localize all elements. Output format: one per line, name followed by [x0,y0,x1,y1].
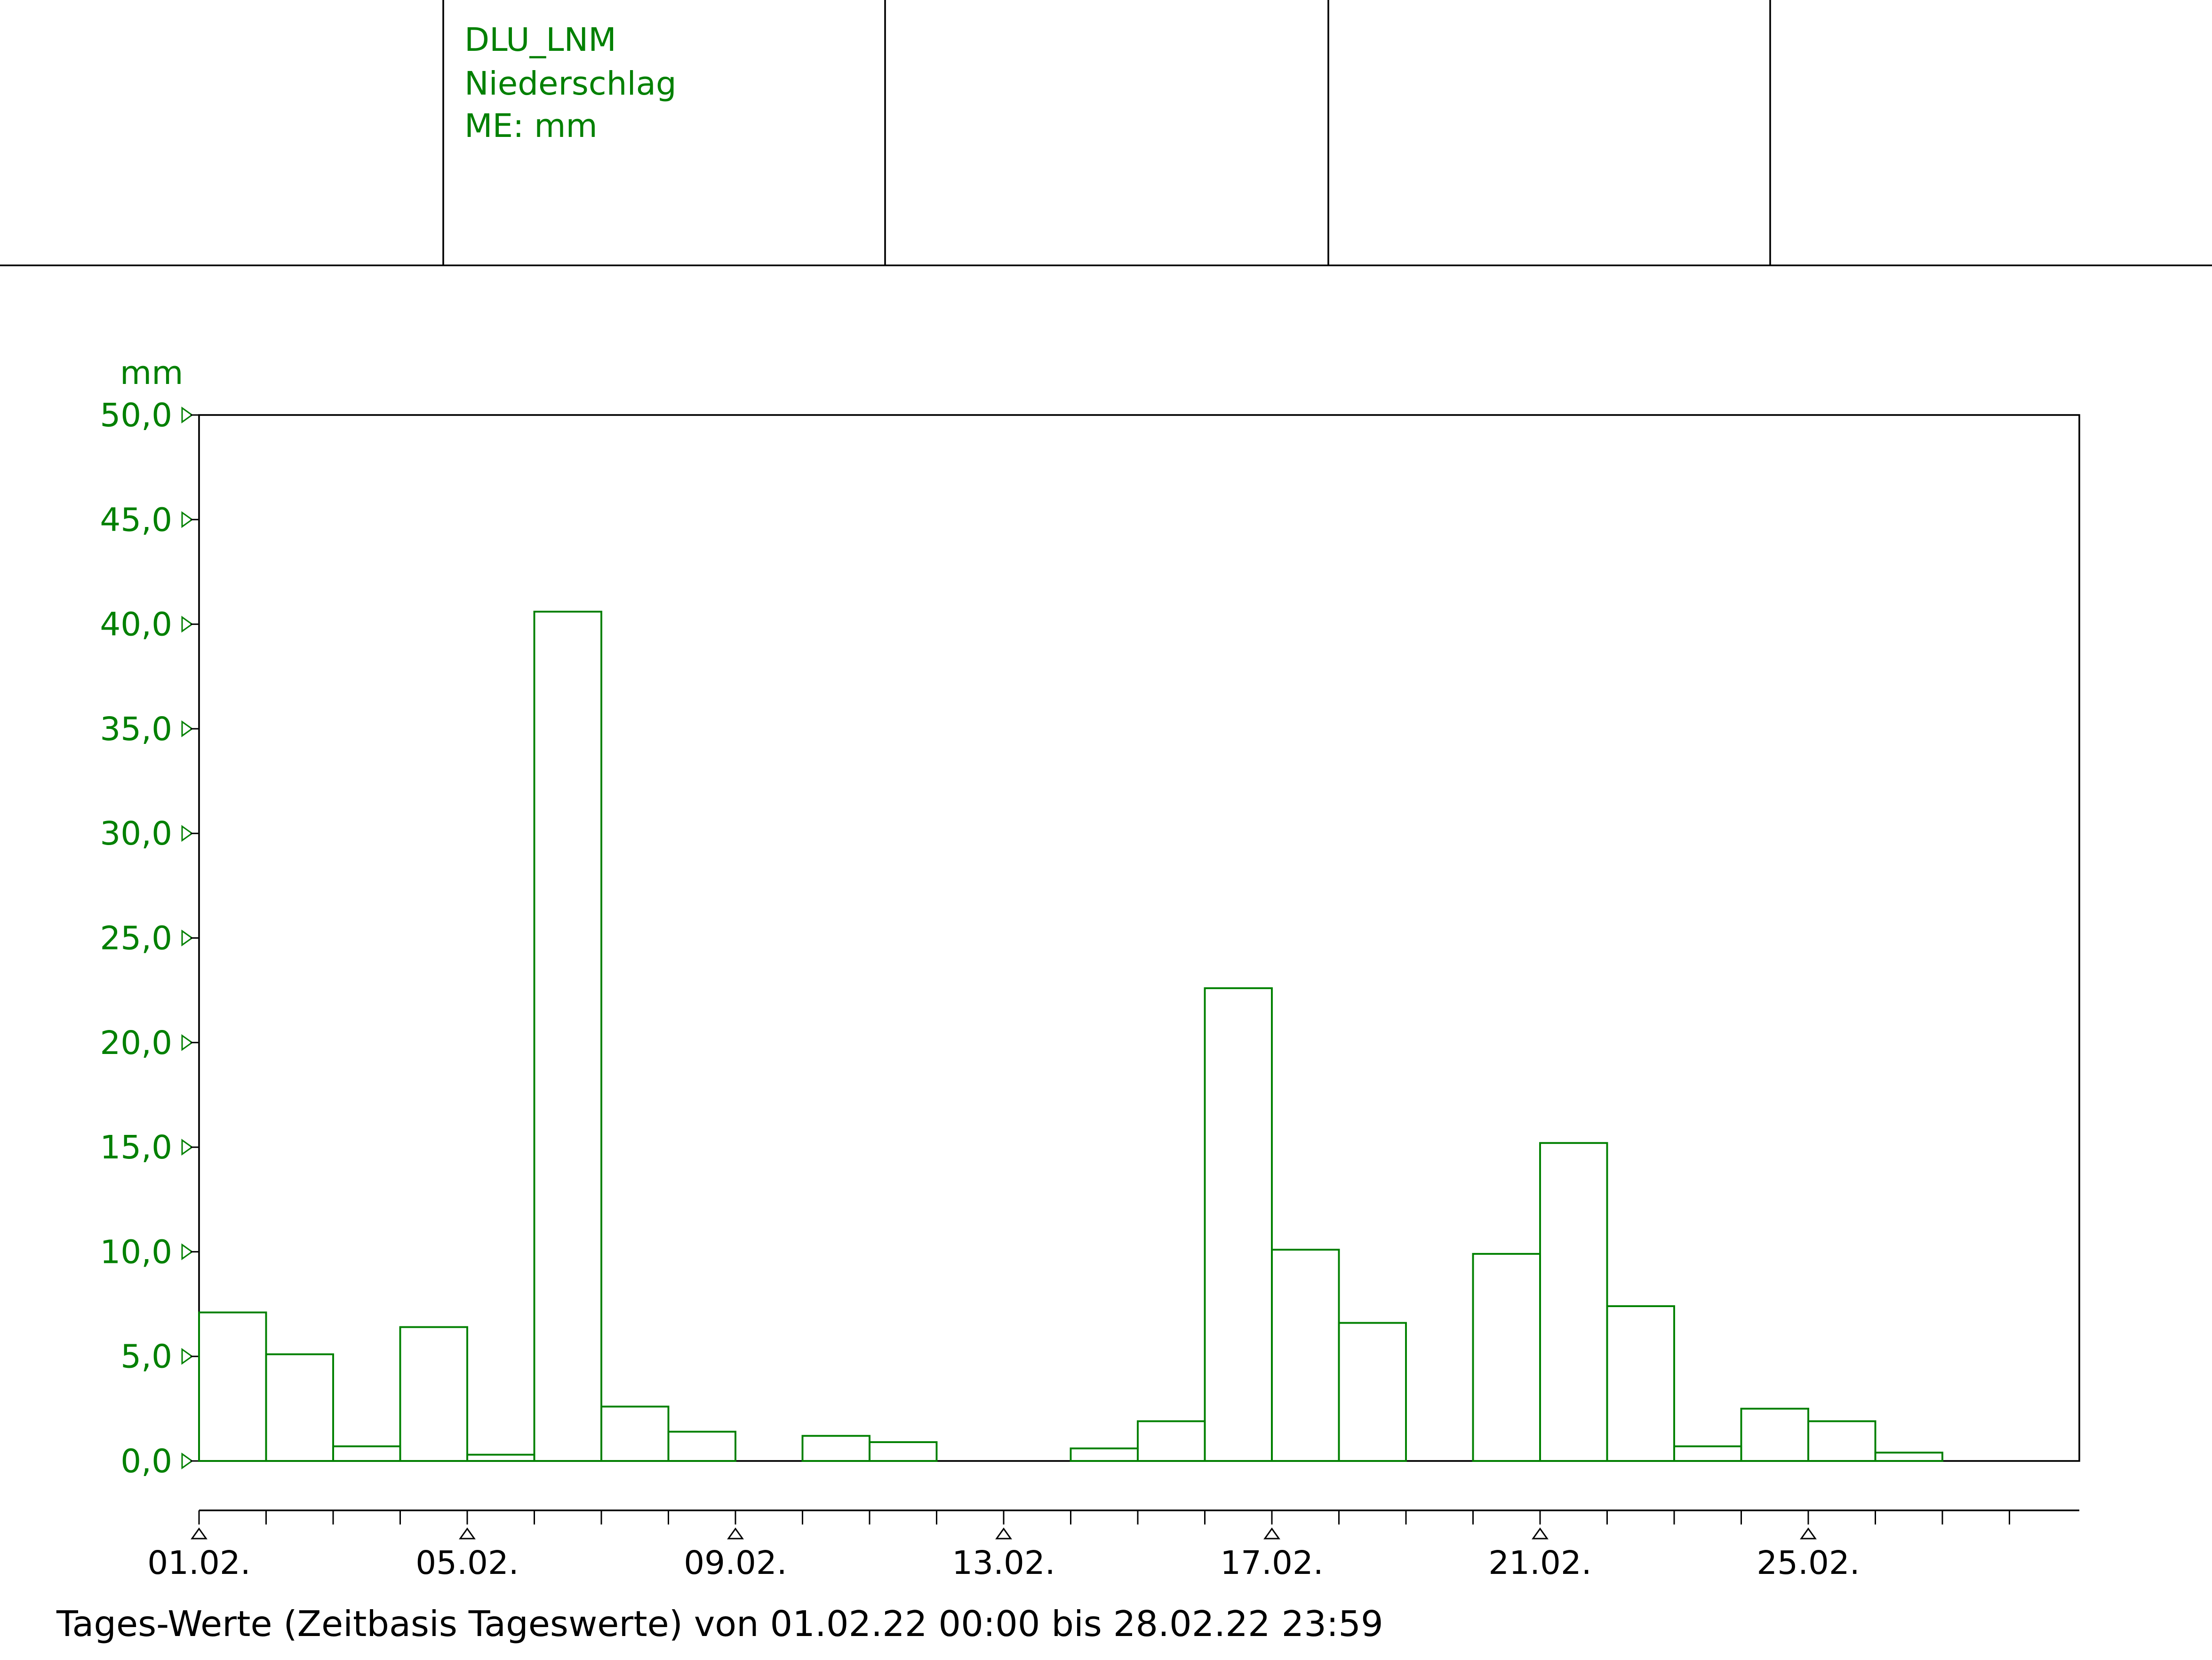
y-tick-marker [181,929,193,947]
bar [533,610,602,1462]
caption: Tages-Werte (Zeitbasis Tageswerte) von 0… [56,1603,1383,1644]
x-tick-marker [1263,1527,1280,1540]
y-tick-label: 50,0 [100,397,172,434]
header-grid [0,0,2212,266]
x-tick-marker [1800,1527,1817,1540]
y-tick-marker [181,1139,193,1156]
y-tick-marker [181,1243,193,1261]
bar [399,1326,468,1462]
y-tick-label: 10,0 [100,1233,172,1271]
bar [1673,1445,1742,1462]
x-tick-marker [1532,1527,1549,1540]
bar [1606,1305,1675,1462]
x-tick-label: 25.02. [1757,1544,1860,1582]
x-tick-marker [191,1527,208,1540]
plot-frame [198,414,2080,1462]
x-tick-marker [995,1527,1012,1540]
bar [466,1453,535,1462]
y-tick-marker [181,825,193,842]
y-tick-label: 35,0 [100,710,172,748]
y-tick-marker [181,511,193,528]
y-tick-label: 20,0 [100,1024,172,1062]
bar [600,1405,670,1462]
x-tick-label: 21.02. [1488,1544,1591,1582]
bar [1740,1407,1809,1462]
bar [1204,987,1273,1462]
y-tick-label: 15,0 [100,1129,172,1166]
bar [869,1441,938,1462]
x-tick-label: 09.02. [684,1544,787,1582]
x-tick-marker [459,1527,476,1540]
y-tick-marker [181,615,193,633]
bar [1472,1253,1541,1462]
x-tick-label: 13.02. [952,1544,1055,1582]
y-tick-label: 0,0 [120,1443,172,1480]
y-tick-label: 25,0 [100,920,172,958]
y-tick-marker [181,1348,193,1365]
y-tick-marker [181,407,193,423]
y-tick-label: 5,0 [120,1338,172,1376]
x-tick-label: 05.02. [415,1544,519,1582]
y-tick-marker [181,1034,193,1051]
header-line: DLU_LNM [464,21,616,59]
bar [198,1311,267,1462]
y-tick-marker [181,1452,193,1469]
x-tick-marker [727,1527,744,1540]
header-line: ME: mm [464,107,598,145]
bar [1539,1142,1608,1462]
bar [1338,1322,1407,1462]
bar [667,1430,736,1462]
y-tick-marker [181,720,193,737]
x-tick-label: 17.02. [1220,1544,1323,1582]
y-tick-label: 30,0 [100,815,172,853]
header-line: Niederschlag [464,65,677,103]
y-axis-label: mm [120,354,183,392]
bar [1271,1249,1340,1462]
bar [1807,1420,1877,1462]
y-tick-label: 45,0 [100,501,172,539]
bar [332,1445,401,1462]
y-tick-label: 40,0 [100,606,172,644]
bar [265,1353,334,1462]
x-tick-label: 01.02. [147,1544,250,1582]
bar [1137,1420,1206,1462]
bar [1070,1447,1139,1462]
bar [1874,1452,1943,1462]
bar [801,1435,870,1462]
